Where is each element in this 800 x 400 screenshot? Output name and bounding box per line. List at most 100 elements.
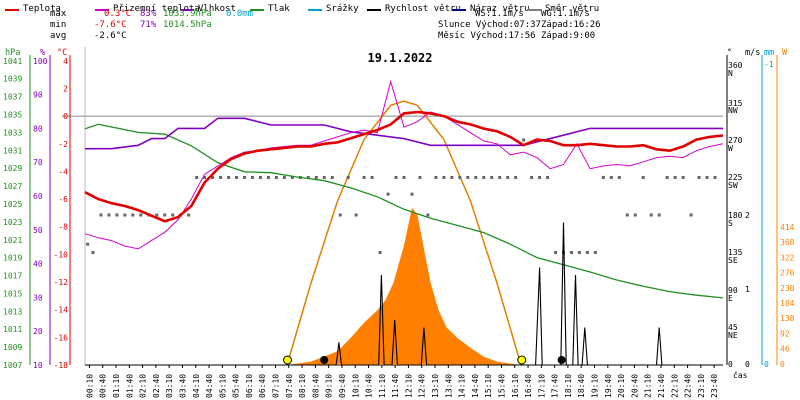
hpa-tick: 1017 <box>3 272 22 281</box>
sunset-marker <box>517 355 527 365</box>
ms-tick: 2 <box>745 211 750 220</box>
dir-tick: NE <box>728 331 738 340</box>
wind-dir-dot <box>585 251 589 254</box>
stat-ws: WS:1.1m/s <box>475 9 524 19</box>
legend-label: Srážky <box>326 4 359 14</box>
wind-dir-dot <box>530 176 534 179</box>
hpa-tick: 1027 <box>3 182 22 191</box>
x-tick: 16:40 <box>524 374 533 398</box>
x-tick: 22:10 <box>670 374 679 398</box>
w-tick: 276 <box>780 269 795 278</box>
wind-dir-dot <box>227 176 231 179</box>
stat-moon-set: Západ:9:00 <box>541 31 596 41</box>
temp-tick: -16 <box>54 333 69 342</box>
hpa-tick: 1031 <box>3 146 22 155</box>
wind-dir-dot <box>330 176 334 179</box>
w-tick: 138 <box>780 314 795 323</box>
dir-tick: 135 <box>728 248 743 257</box>
temperature-line <box>84 110 724 223</box>
wind-dir-dot <box>123 213 127 217</box>
pct-tick: 10 <box>33 361 43 370</box>
stat-avg-label: avg <box>50 31 67 41</box>
temp-tick: -12 <box>54 278 69 287</box>
hpa-tick: 1007 <box>3 361 22 370</box>
wind-dir-dot <box>506 176 510 179</box>
legend-label: Náraz větru <box>470 4 530 14</box>
wind-dir-dot <box>538 176 542 179</box>
w-tick: 46 <box>780 345 790 354</box>
pct-tick: 50 <box>33 226 43 235</box>
x-tick: 07:10 <box>272 374 281 398</box>
x-tick: 03:10 <box>165 374 174 398</box>
pct-tick: 40 <box>33 260 43 269</box>
dir-axis-label: ° <box>727 48 732 58</box>
legend-label: Tlak <box>268 4 290 14</box>
x-tick: 13:10 <box>431 374 440 398</box>
x-tick: 11:40 <box>391 374 400 398</box>
dir-tick: NW <box>728 106 738 115</box>
wind-dir-dot <box>649 213 653 217</box>
stat-min-hum: 71% <box>140 20 157 30</box>
wind-dir-dot <box>362 176 366 179</box>
wind-dir-dot <box>131 213 135 217</box>
wind-dir-dot <box>338 213 342 217</box>
dir-tick: SW <box>728 181 738 190</box>
hpa-tick: 1037 <box>3 93 22 102</box>
dir-tick: 90 <box>728 286 738 295</box>
dir-tick: SE <box>728 256 738 265</box>
legend-swatch <box>452 9 466 11</box>
hpa-tick: 1041 <box>3 57 22 66</box>
w-tick: 230 <box>780 284 795 293</box>
temp-tick: -4 <box>58 167 68 176</box>
pct-tick: 80 <box>33 124 43 133</box>
legend-label: Vlhkost <box>198 4 236 14</box>
hpa-tick: 1009 <box>3 343 22 352</box>
wind-dir-dot <box>713 176 717 179</box>
dir-tick: E <box>728 294 733 303</box>
x-tick: 00:10 <box>85 374 94 398</box>
mm-tick: 0 <box>764 360 769 369</box>
wind-dir-dot <box>163 213 167 217</box>
wind-dir-dot <box>577 251 581 254</box>
solar-area <box>287 207 521 365</box>
x-tick: 22:40 <box>684 374 693 398</box>
pct-tick: 70 <box>33 158 43 167</box>
temp-tick: -2 <box>58 140 68 149</box>
x-tick: 15:10 <box>484 374 493 398</box>
wind-dir-dot <box>250 176 254 179</box>
wind-dir-dot <box>689 213 693 217</box>
dir-tick: 315 <box>728 99 743 108</box>
sunrise-marker <box>283 355 293 365</box>
x-tick: 21:40 <box>657 374 666 398</box>
dir-tick: 0 <box>728 360 733 369</box>
stat-sun-rise: Slunce Východ:07:37 <box>438 20 541 30</box>
x-tick: 05:10 <box>218 374 227 398</box>
stat-max-label: max <box>50 9 67 19</box>
stat-max-rain: 0.0mm <box>226 9 254 19</box>
legend-swatch <box>250 9 264 11</box>
wind-dir-dot <box>593 251 597 254</box>
x-tick: 06:40 <box>258 374 267 398</box>
moonset-marker <box>320 356 329 364</box>
wind-dir-dot <box>705 176 709 179</box>
wind-dir-dot <box>514 176 518 179</box>
hpa-tick: 1013 <box>3 307 22 316</box>
wind-dir-dot <box>498 176 502 179</box>
dir-tick: W <box>728 144 733 153</box>
chart-title: 19.1.2022 <box>367 51 432 65</box>
stat-min-temp: -7.6°C <box>94 20 127 30</box>
humidity-line <box>85 117 723 150</box>
mm-axis-label: mm <box>764 48 774 58</box>
wind-dir-dot <box>378 251 382 254</box>
wind-dir-dot <box>410 192 414 196</box>
wind-dir-dot <box>673 176 677 179</box>
hpa-tick: 1019 <box>3 254 22 263</box>
x-tick: 20:40 <box>630 374 639 398</box>
wind-dir-dot <box>203 176 207 179</box>
hpa-tick: 1023 <box>3 218 22 227</box>
wind-dir-dot <box>282 176 286 179</box>
x-tick: 00:40 <box>99 374 108 398</box>
wind-dir-dot <box>434 176 438 179</box>
wind-dir-dot <box>86 242 90 246</box>
temp-tick: -18 <box>54 361 69 370</box>
